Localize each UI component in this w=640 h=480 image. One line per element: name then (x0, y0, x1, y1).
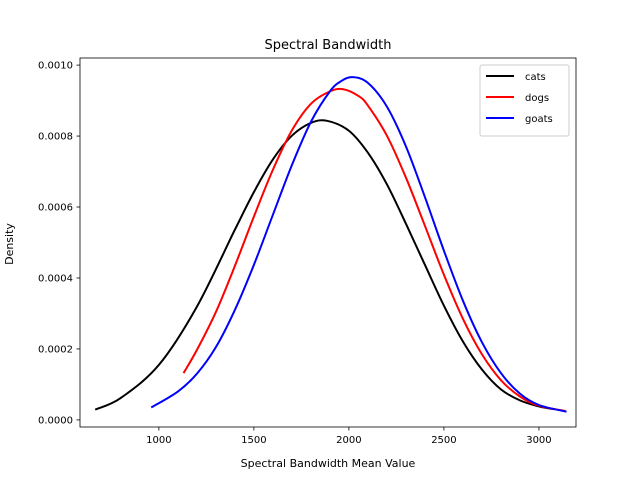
x-tick-label: 2500 (431, 435, 456, 446)
chart-title: Spectral Bandwidth (264, 38, 391, 53)
legend-label-goats: goats (525, 114, 553, 125)
x-tick-label: 1500 (241, 435, 266, 446)
series-line-goats (150, 76, 567, 413)
y-tick-label: 0.0002 (38, 344, 73, 355)
x-axis-ticks: 1000 1500 2000 2500 3000 (146, 427, 552, 446)
series-line-dogs (182, 87, 566, 413)
legend-label-cats: cats (525, 72, 546, 83)
y-tick-label: 0.0000 (38, 415, 73, 426)
legend: cats dogs goats (479, 64, 570, 137)
y-axis-label: Density (3, 223, 16, 265)
x-tick-label: 2000 (336, 435, 361, 446)
legend-label-dogs: dogs (525, 93, 549, 104)
y-tick-label: 0.0006 (38, 203, 73, 214)
plot-area (79, 57, 577, 428)
y-axis-ticks: 0.0000 0.0002 0.0004 0.0006 0.0008 0.0010 (38, 61, 80, 426)
y-tick-label: 0.0004 (38, 273, 73, 284)
x-tick-label: 3000 (526, 435, 551, 446)
x-tick-label: 1000 (146, 435, 171, 446)
y-tick-label: 0.0008 (38, 132, 73, 143)
y-tick-label: 0.0010 (38, 61, 73, 72)
x-axis-label: Spectral Bandwidth Mean Value (241, 457, 416, 470)
series-line-cats (94, 119, 555, 411)
axes-frame (79, 57, 577, 428)
